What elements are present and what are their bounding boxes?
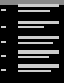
Bar (1, 55, 6, 57)
Bar (1, 9, 6, 11)
Bar (18, 70, 51, 72)
Bar (18, 64, 59, 68)
Bar (18, 21, 59, 24)
Bar (18, 4, 59, 7)
Bar (18, 10, 50, 12)
Bar (18, 26, 44, 28)
Bar (1, 69, 6, 71)
Bar (18, 56, 49, 58)
Bar (18, 36, 59, 39)
Bar (18, 50, 59, 54)
Bar (18, 42, 53, 44)
Bar (0, 0, 64, 5)
Bar (1, 26, 6, 28)
Bar (1, 41, 6, 43)
